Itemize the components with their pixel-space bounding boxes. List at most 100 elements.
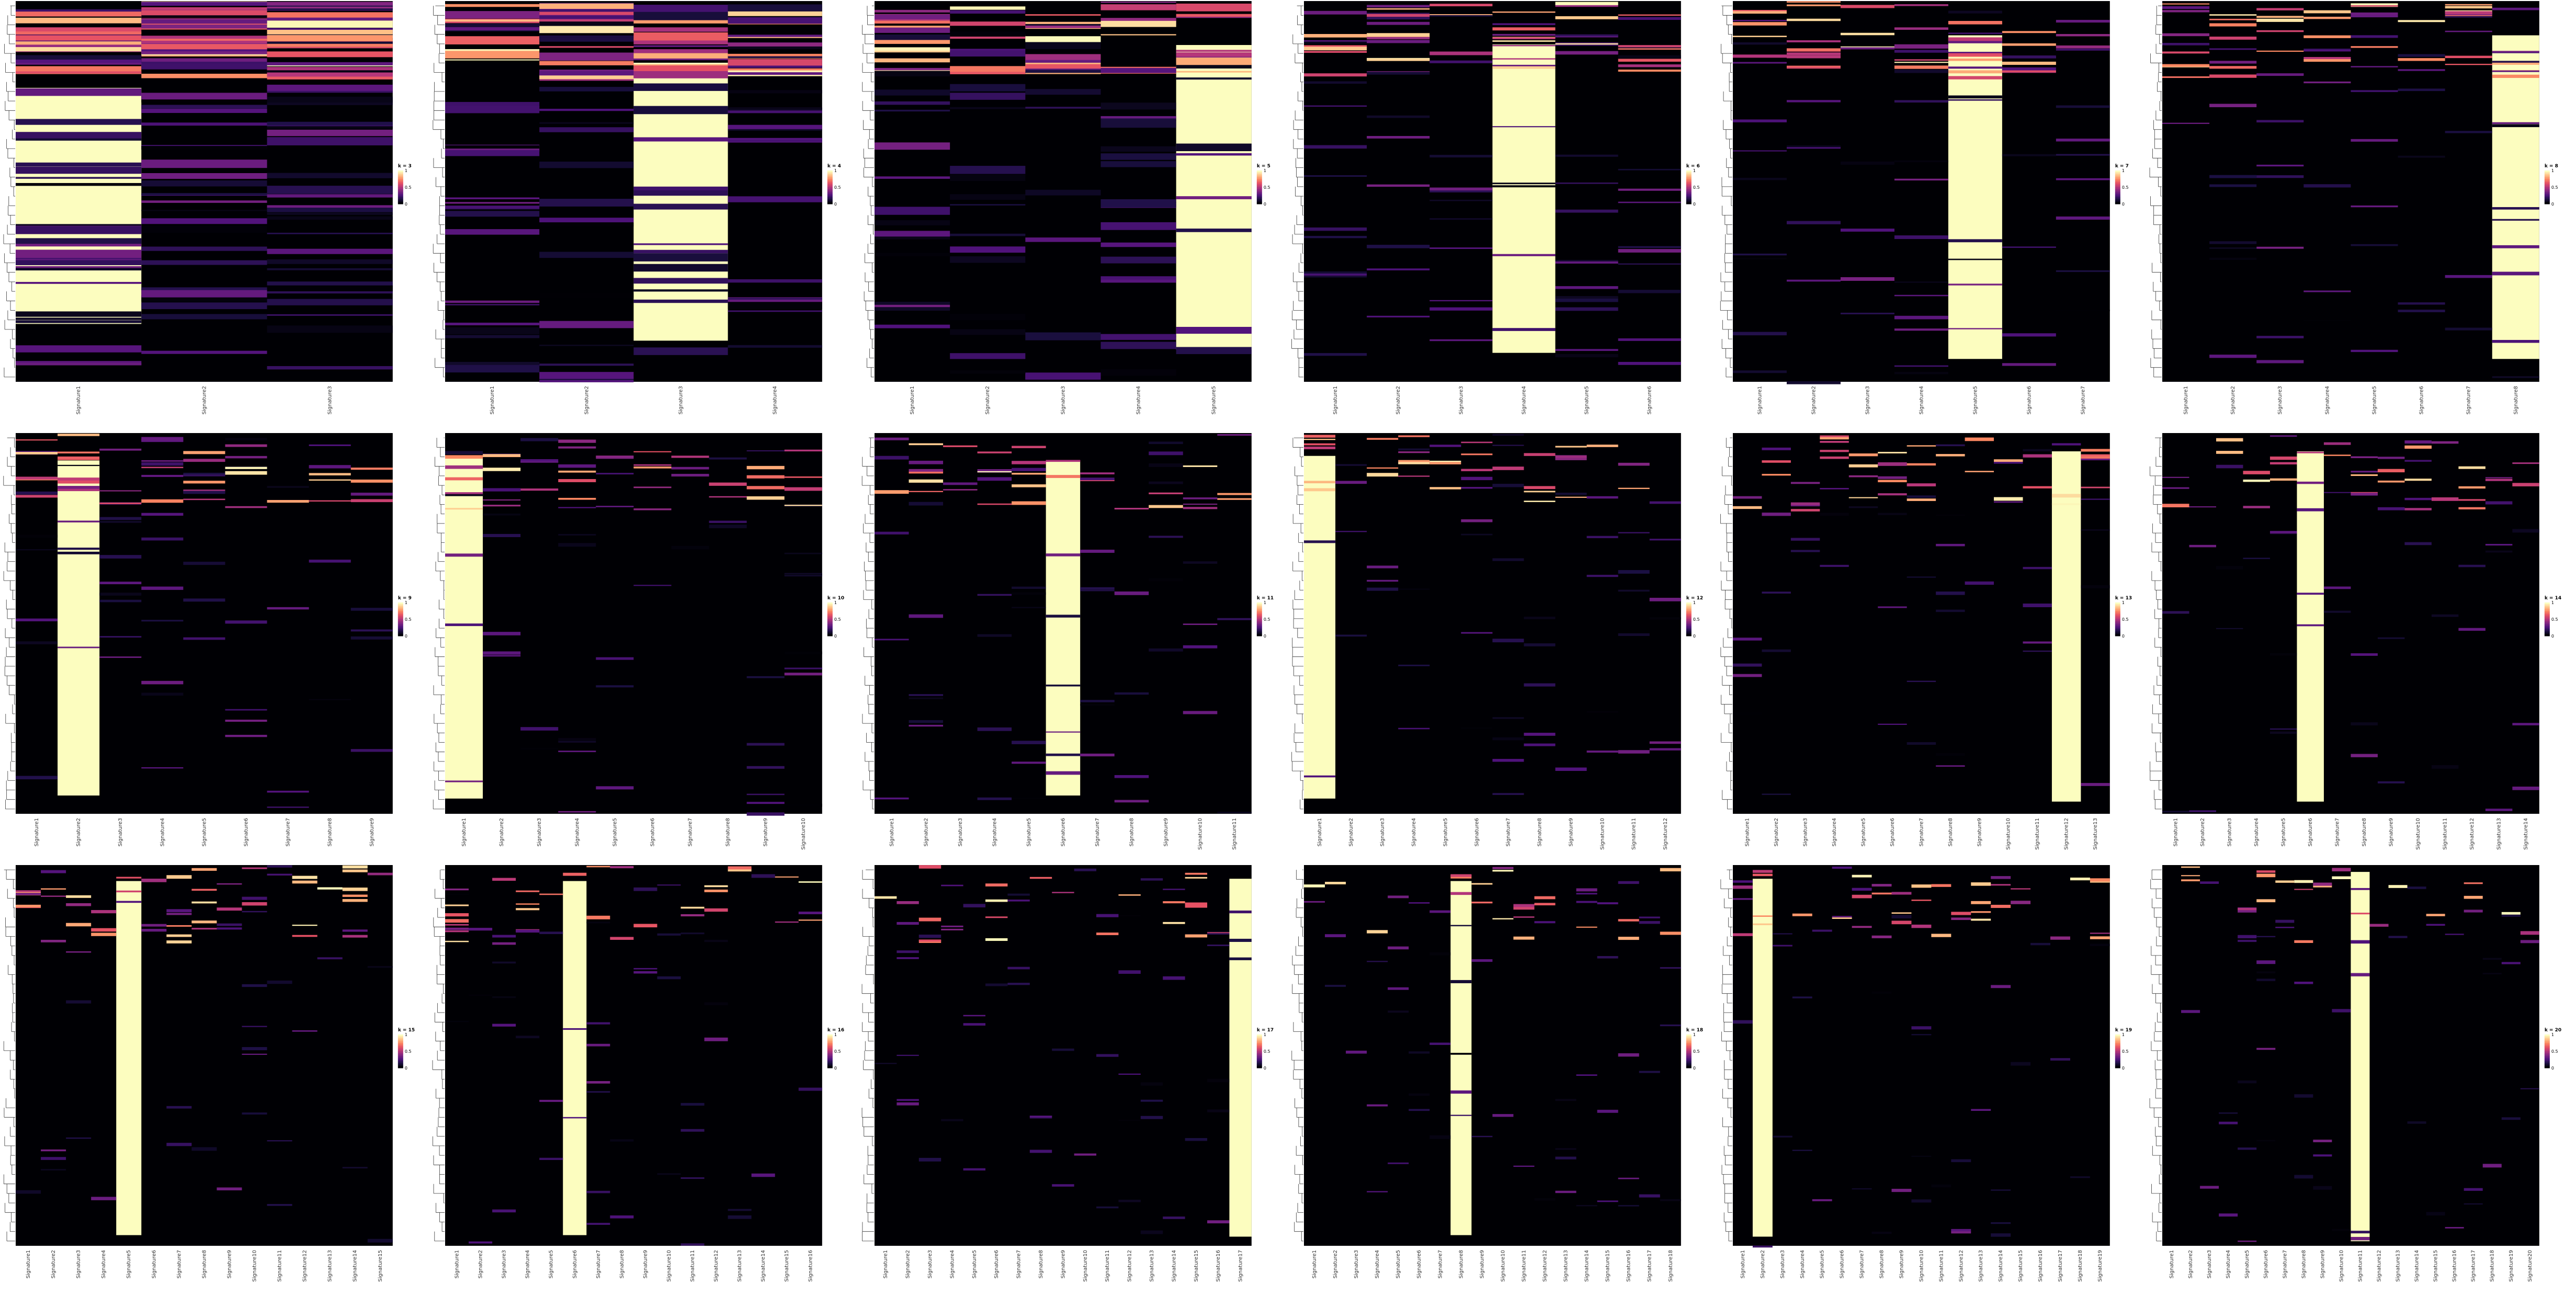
heatmap-cell xyxy=(267,62,393,66)
heatmap-cell xyxy=(267,248,393,254)
heatmap-cell xyxy=(520,747,559,750)
heatmap-cell xyxy=(1787,100,1841,103)
heatmap-cell xyxy=(141,460,184,462)
heatmap-cell xyxy=(1841,32,1895,36)
heatmap-cell xyxy=(1303,273,1367,276)
heatmap-cell xyxy=(1753,870,1773,873)
colorbar-tick-label: 0.5 xyxy=(1263,1049,1270,1054)
heatmap-cell xyxy=(633,451,672,452)
heatmap-cell xyxy=(1100,2,1176,3)
heatmap-cell xyxy=(141,513,184,516)
colorbar-swatch xyxy=(1686,606,1692,608)
heatmap-cell xyxy=(2388,885,2408,888)
heatmap-cell xyxy=(267,790,309,793)
column-label: Signature5 xyxy=(612,818,618,847)
colorbar-swatch xyxy=(827,1054,833,1057)
heatmap-cell xyxy=(350,492,393,496)
heatmap-cell xyxy=(1429,247,1492,249)
heatmap-cell xyxy=(1852,926,1872,928)
heatmap-cell xyxy=(267,69,393,77)
heatmap-cell xyxy=(2270,653,2297,656)
heatmap-cell xyxy=(2081,783,2110,786)
heatmap-cell xyxy=(41,895,66,897)
heatmap-cell xyxy=(586,1081,610,1084)
heatmap-cell xyxy=(1733,933,1753,936)
colorbar-swatch xyxy=(2544,1054,2550,1057)
colorbar-swatch xyxy=(2115,1034,2121,1037)
colorbar-swatch xyxy=(1686,1066,1692,1068)
column-label: Signature7 xyxy=(286,818,291,847)
colorbar-swatch xyxy=(398,1038,403,1040)
heatmap-cell xyxy=(2011,888,2031,890)
heatmap-cell xyxy=(1832,866,1852,869)
heatmap-cell xyxy=(1429,300,1492,302)
heatmap-cell xyxy=(798,919,822,921)
heatmap-cell xyxy=(2351,349,2398,353)
heatmap-cell xyxy=(2219,1112,2238,1114)
column-label: Signature10 xyxy=(2415,818,2421,850)
heatmap-cell xyxy=(66,1137,92,1139)
colorbar-swatch xyxy=(827,1049,833,1052)
heatmap-cell xyxy=(2081,585,2110,589)
heatmap-cell xyxy=(1733,257,1787,260)
legend-title: k = 19 xyxy=(2115,1028,2132,1033)
heatmap-cell xyxy=(1303,40,1367,42)
colorbar-swatch xyxy=(2115,172,2121,174)
heatmap-cell xyxy=(539,344,634,346)
column-label: Signature13 xyxy=(1979,1250,1984,1282)
heatmap-cell xyxy=(1207,1220,1230,1224)
heatmap-cell xyxy=(2209,184,2257,187)
heatmap-cell xyxy=(1894,365,1949,367)
heatmap-cell xyxy=(2378,457,2405,459)
heatmap-cell xyxy=(1335,464,1367,466)
heatmap-cell xyxy=(309,560,351,563)
colorbar-swatch xyxy=(1256,612,1262,615)
heatmap-dominant-band xyxy=(1492,44,1556,353)
heatmap-cell xyxy=(15,1190,41,1194)
heatmap-cell xyxy=(2162,487,2189,489)
heatmap-cell xyxy=(242,911,267,913)
colorbar-swatch xyxy=(2115,1066,2121,1068)
heatmap-cell xyxy=(141,692,184,696)
heatmap-cell xyxy=(91,1197,117,1200)
heatmap-cell xyxy=(445,106,540,113)
heatmap-cell xyxy=(949,84,1025,92)
heatmap-cell xyxy=(515,929,540,933)
heatmap-cell xyxy=(1555,1156,1576,1159)
colorbar-swatch xyxy=(2544,1039,2550,1042)
heatmap-cells xyxy=(445,438,822,816)
heatmap-cell xyxy=(784,574,822,575)
heatmap-cell xyxy=(350,467,393,470)
colorbar-swatch xyxy=(398,626,403,628)
heatmap-cell xyxy=(1841,5,1895,8)
heatmap-cell xyxy=(2023,566,2052,570)
heatmap-cell xyxy=(1046,553,1080,556)
heatmap-cell xyxy=(1140,1082,1163,1086)
column-labels: Signature1 Signature2 Signature3 Signature4… xyxy=(454,1250,813,1282)
heatmap-cell xyxy=(267,6,393,9)
colorbar-tick-label: 0 xyxy=(405,202,407,207)
heatmap-cell xyxy=(2162,122,2210,124)
heatmap-cell xyxy=(2256,16,2304,18)
colorbar-swatch xyxy=(2544,606,2550,608)
colorbar-tick-label: 0.5 xyxy=(405,617,412,622)
heatmap-cell xyxy=(1994,497,2023,501)
heatmap-cell xyxy=(746,475,785,479)
column-label: Signature5 xyxy=(1973,386,1979,415)
colorbar-swatch xyxy=(398,185,403,188)
colorbar-legend: k = 910.50 xyxy=(398,596,412,639)
heatmap-cell xyxy=(492,996,516,998)
heatmap-cell xyxy=(242,1112,267,1115)
heatmap-cell xyxy=(2492,62,2539,65)
column-label: Signature12 xyxy=(302,1250,308,1282)
heatmap-cell xyxy=(58,520,100,522)
heatmap-cell xyxy=(633,278,728,284)
heatmap-cell xyxy=(746,676,785,678)
heatmap-cell xyxy=(267,865,292,868)
heatmap-cell xyxy=(1555,298,1618,302)
column-label: Signature3 xyxy=(1803,818,1809,847)
heatmap-cell xyxy=(482,651,520,655)
colorbar-swatch xyxy=(2115,185,2121,188)
heatmap-cell xyxy=(977,471,1012,473)
